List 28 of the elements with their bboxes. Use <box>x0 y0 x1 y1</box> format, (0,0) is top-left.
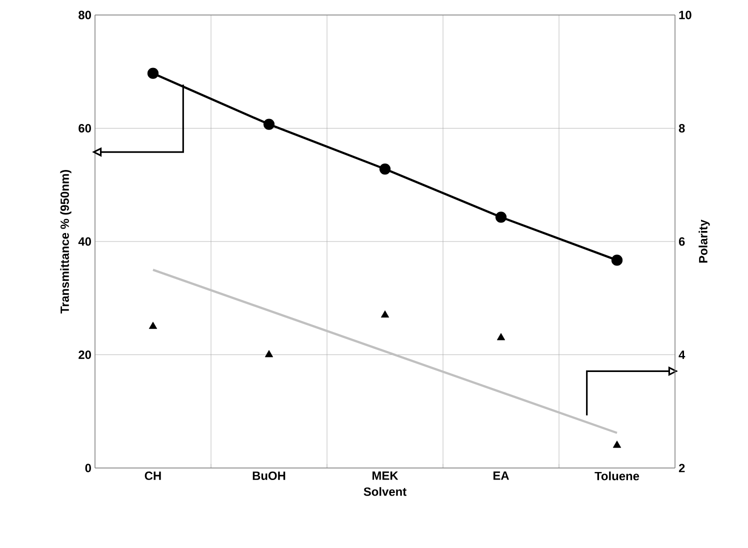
y-tick-label: 20 <box>78 350 91 359</box>
point <box>611 254 623 266</box>
point <box>263 118 275 130</box>
x-axis-title: Solvent <box>364 487 406 496</box>
y-tick-label: 80 <box>78 10 91 20</box>
point <box>612 440 622 448</box>
y-tick-label: 40 <box>78 237 91 246</box>
y-axis-title: Transmittance % (950nm) <box>60 170 72 314</box>
y2-tick-label: 8 <box>678 124 685 132</box>
y-tick-label: 60 <box>78 124 91 132</box>
y2-tick-label: 2 <box>678 464 685 472</box>
y-tick-label: 0 <box>85 464 91 472</box>
x-tick-label: EA <box>493 472 509 480</box>
x-tick-label: MEK <box>372 472 398 480</box>
y2-tick-label: 6 <box>678 237 685 246</box>
y2-axis-title: Polarity <box>698 220 710 263</box>
x-tick-label: CH <box>144 472 161 480</box>
point <box>380 310 390 318</box>
x-tick-label: Toluene <box>594 472 640 480</box>
point <box>147 68 159 79</box>
point <box>264 350 274 358</box>
x-tick-label: BuOH <box>252 472 286 480</box>
y2-tick-label: 4 <box>678 350 686 359</box>
point <box>495 212 507 223</box>
point <box>496 333 506 340</box>
point <box>379 163 391 175</box>
point <box>148 322 158 329</box>
y2-tick-label: 10 <box>679 10 692 20</box>
